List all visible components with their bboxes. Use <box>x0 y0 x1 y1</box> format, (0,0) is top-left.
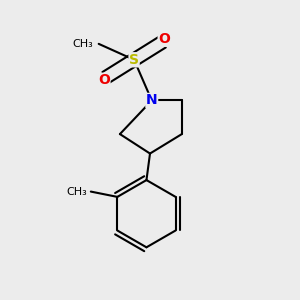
Text: CH₃: CH₃ <box>73 39 93 49</box>
Text: S: S <box>129 53 139 67</box>
Text: N: N <box>146 94 158 107</box>
Text: O: O <box>98 73 110 87</box>
Text: O: O <box>158 32 170 46</box>
Text: CH₃: CH₃ <box>67 187 87 196</box>
